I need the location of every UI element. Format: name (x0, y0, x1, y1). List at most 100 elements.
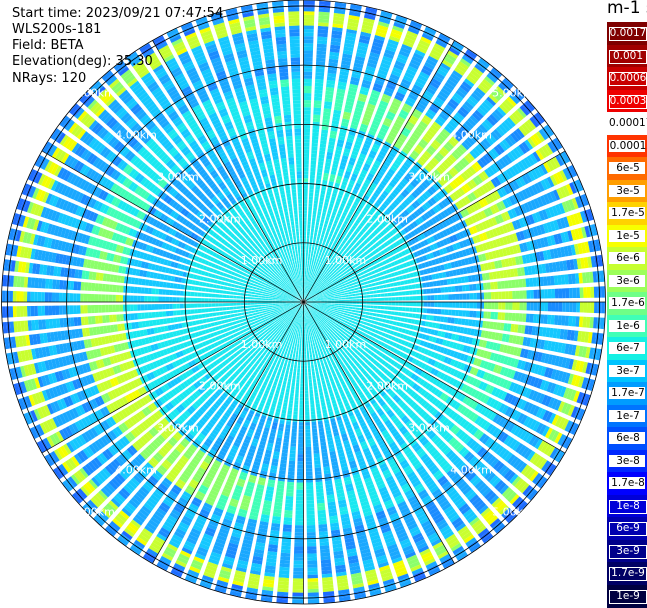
ppi-cell (319, 252, 322, 256)
ppi-cell (345, 300, 349, 302)
ppi-cell (316, 485, 323, 489)
ppi-cell (307, 232, 310, 236)
ppi-cell (328, 301, 332, 302)
ppi-cell (354, 316, 358, 319)
ppi-cell (315, 471, 322, 475)
ppi-cell (304, 178, 309, 182)
ppi-cell (311, 347, 313, 351)
ppi-cell (312, 214, 316, 218)
ppi-cell (431, 302, 435, 307)
ppi-cell (304, 18, 315, 22)
ppi-cell (392, 297, 396, 301)
ppi-cell (412, 290, 416, 294)
ppi-cell (569, 288, 573, 298)
ppi-cell (327, 298, 331, 299)
ppi-cell (316, 403, 320, 407)
ppi-cell (311, 264, 313, 268)
ppi-cell (309, 200, 313, 204)
ppi-cell (308, 271, 310, 275)
ppi-cell (311, 228, 314, 232)
ppi-cell (307, 354, 309, 358)
ppi-cell (314, 90, 322, 94)
ppi-cell (312, 132, 319, 136)
ppi-cell (395, 302, 399, 306)
ppi-cell (320, 223, 324, 227)
ppi-cell (304, 75, 313, 79)
ppi-cell (318, 161, 324, 165)
ppi-cell (320, 359, 323, 363)
ppi-cell (490, 282, 494, 289)
ppi-cell (304, 214, 307, 218)
ppi-cell (498, 312, 502, 320)
ppi-cell (312, 139, 318, 143)
ppi-cell (311, 146, 317, 150)
ppi-cell (316, 61, 325, 65)
ppi-cell (448, 310, 452, 316)
ppi-cell (313, 343, 315, 347)
ppi-cell (352, 310, 356, 313)
ppi-cell (315, 475, 322, 479)
ppi-cell (308, 361, 311, 365)
ppi-cell (310, 232, 313, 236)
ppi-cell (375, 317, 379, 321)
ppi-cell (423, 308, 427, 313)
ppi-cell (309, 186, 314, 190)
ppi-cell (378, 281, 382, 285)
ppi-cell (304, 139, 310, 143)
ppi-cell (424, 296, 428, 301)
ppi-cell (370, 302, 374, 305)
ppi-cell (367, 280, 371, 284)
ppi-cell (383, 315, 387, 319)
ppi-cell (356, 305, 360, 307)
ppi-cell (484, 302, 488, 309)
ppi-cell (316, 240, 319, 244)
ppi-cell (438, 302, 442, 307)
ppi-cell (498, 302, 502, 309)
ppi-cell (441, 309, 445, 315)
ppi-cell (307, 228, 310, 232)
ppi-cell (583, 302, 587, 313)
ppi-cell (401, 317, 405, 321)
ppi-cell (315, 86, 323, 90)
ppi-cell (401, 312, 405, 316)
ppi-cell (483, 311, 487, 318)
ppi-cell (311, 343, 313, 347)
ppi-cell (477, 302, 481, 309)
ppi-cell (366, 312, 370, 315)
ppi-cell (312, 136, 318, 140)
ppi-cell (308, 376, 311, 380)
ppi-cell (331, 300, 335, 301)
ppi-cell (504, 281, 508, 289)
ppi-cell (473, 293, 477, 300)
ppi-cell (409, 291, 413, 295)
ppi-cell (317, 410, 322, 414)
ppi-cell (304, 160, 309, 164)
ppi-cell (397, 281, 401, 285)
ppi-cell (407, 319, 411, 324)
ppi-cell (313, 125, 320, 129)
ppi-cell (304, 196, 308, 200)
ppi-cell (436, 280, 440, 286)
ppi-cell (530, 290, 534, 299)
ppi-cell (311, 411, 315, 415)
ppi-cell (487, 282, 491, 289)
ppi-cell (470, 293, 474, 299)
ppi-cell (317, 360, 320, 364)
ppi-cell (416, 296, 420, 300)
ppi-cell (314, 339, 316, 343)
ppi-cell (508, 280, 512, 288)
ppi-cell (310, 239, 313, 243)
ppi-cell (313, 436, 318, 440)
ppi-cell (313, 115, 320, 119)
ppi-cell (394, 287, 398, 291)
ppi-cell (473, 284, 477, 291)
ppi-cell (318, 352, 321, 356)
ppi-cell (376, 314, 380, 317)
ppi-cell (314, 464, 320, 468)
ppi-cell (309, 390, 313, 394)
ppi-cell (315, 353, 318, 357)
ppi-cell (382, 319, 386, 323)
ppi-cell (306, 337, 308, 341)
ppi-cell (318, 165, 324, 169)
ppi-cell (322, 249, 325, 253)
